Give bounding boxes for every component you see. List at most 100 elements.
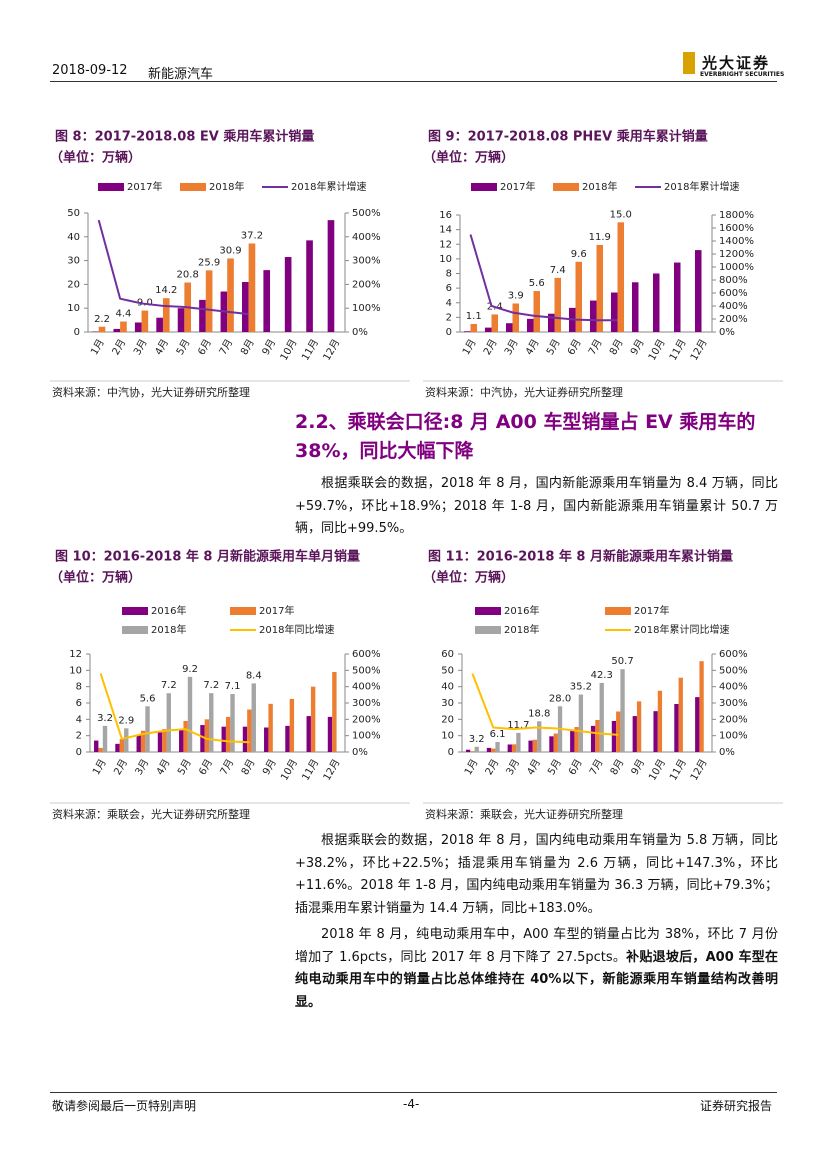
data-label: 15.0 [610, 209, 632, 220]
chart-subtitle: （单位：万辆） [50, 570, 141, 586]
x-tick-label: 5月 [175, 757, 194, 777]
legend-swatch [180, 183, 206, 191]
bar [575, 261, 583, 332]
y2-tick-label: 600% [719, 288, 748, 299]
data-label: 14.2 [155, 285, 177, 296]
y2-tick-label: 100% [352, 731, 381, 742]
line-series [471, 673, 619, 736]
data-label: 7.2 [203, 680, 219, 691]
y-tick-label: 0 [74, 327, 80, 338]
y-tick-label: 6 [446, 283, 452, 294]
bar [102, 725, 108, 752]
y-tick-label: 10 [441, 731, 454, 742]
footer-right: 证券研究报告 [700, 1099, 773, 1113]
x-tick-label: 5月 [545, 757, 564, 777]
chart-title: 图 9：2017-2018.08 PHEV 乘用车累计销量 [428, 129, 708, 145]
bar [636, 701, 642, 752]
bar [156, 317, 163, 332]
bar [611, 720, 617, 752]
data-label: 11.7 [507, 720, 529, 731]
x-tick-label: 5月 [174, 337, 193, 357]
footer-page: -4- [403, 1097, 420, 1111]
data-label: 25.9 [198, 257, 220, 268]
x-tick-label: 3月 [504, 757, 523, 777]
legend-swatch [98, 183, 124, 191]
x-tick-label: 4月 [153, 337, 172, 357]
y-tick-label: 10 [439, 254, 452, 265]
bar [589, 300, 597, 332]
x-tick-label: 10月 [646, 337, 668, 363]
y2-tick-label: 300% [719, 698, 748, 709]
bar [617, 222, 625, 332]
bar [113, 328, 121, 332]
legend-label: 2016年 [504, 604, 539, 617]
bar [620, 669, 625, 752]
paragraph-text: 2018 年 8 月，纯电动乘用车中，A00 车型的销量占比为 38%，环比 7… [295, 927, 778, 965]
y2-tick-label: 400% [352, 682, 381, 693]
x-tick-label: 7月 [218, 757, 237, 777]
data-label: 8.4 [246, 670, 262, 681]
bar [673, 262, 681, 332]
y-tick-label: 4 [446, 298, 452, 309]
y2-tick-label: 1400% [719, 236, 754, 247]
chart-title: 图 11：2016-2018 年 8 月新能源乘用车累计销量 [428, 549, 733, 565]
legend-label: 2017年 [259, 604, 294, 617]
y-tick-label: 2 [76, 731, 82, 742]
bar [631, 282, 639, 332]
y2-tick-label: 200% [352, 714, 381, 725]
bar [599, 682, 604, 752]
bar [327, 716, 333, 752]
y2-tick-label: 1000% [719, 262, 754, 273]
data-label: 3.2 [97, 713, 113, 724]
x-tick-label: 3月 [131, 337, 150, 357]
x-tick-label: 12月 [321, 337, 343, 363]
bar [145, 706, 150, 752]
data-label: 28.0 [549, 693, 571, 704]
y2-tick-label: 600% [719, 649, 748, 660]
bar [699, 661, 704, 752]
bar [678, 677, 683, 752]
paragraph-bold: 补贴退坡后，A00 车型在纯电动乘用车中的销量占比总体维持在 40%以下，新能源… [295, 949, 778, 1010]
y2-tick-label: 500% [719, 665, 748, 676]
legend-label: 2018年 [504, 623, 539, 636]
chart-source: 资料来源：中汽协，光大证券研究所整理 [425, 385, 623, 399]
bar [306, 240, 313, 332]
bar [306, 716, 311, 752]
bar [285, 725, 290, 752]
x-tick-label: 7月 [587, 757, 606, 777]
bar [590, 725, 596, 752]
data-label: 6.1 [490, 729, 506, 740]
bar [547, 313, 555, 332]
y2-tick-label: 100% [352, 303, 381, 314]
chart-subtitle: （单位：万辆） [50, 150, 141, 166]
chart-subtitle: （单位：万辆） [423, 150, 514, 166]
y-tick-label: 0 [448, 747, 454, 758]
legend-label: 2018年 [209, 180, 244, 193]
x-tick-label: 1月 [462, 757, 481, 777]
bar [491, 314, 499, 332]
footer-rule [50, 1092, 777, 1093]
bar [574, 727, 579, 752]
y-tick-label: 12 [69, 649, 82, 660]
section-heading: 2.2、乘联会口径:8 月 A00 车型销量占 EV 乘用车的 38%，同比大幅… [295, 411, 756, 462]
y-tick-label: 16 [439, 210, 452, 221]
x-tick-label: 2月 [483, 757, 502, 777]
x-tick-label: 12月 [688, 337, 710, 363]
bar [474, 746, 479, 752]
data-label: 1.1 [466, 311, 482, 322]
bar [653, 711, 658, 752]
chart-title: 图 10：2016-2018 年 8 月新能源乘用车单月销量 [55, 549, 360, 565]
bar [507, 744, 512, 752]
bar [199, 299, 206, 332]
y-tick-label: 40 [67, 232, 80, 243]
legend-label: 2018年累计增速 [291, 180, 366, 193]
bar [183, 720, 188, 752]
y2-tick-label: 1200% [719, 249, 754, 260]
bar [495, 742, 500, 752]
chart: 图 8：2017-2018.08 EV 乘用车累计销量 （单位：万辆） 资料来源：中… [50, 129, 410, 399]
chart: 图 10：2016-2018 年 8 月新能源乘用车单月销量 （单位：万辆） 资料来… [50, 549, 410, 821]
paragraph: 根据乘联会的数据，2018 年 8 月，国内新能源乘用车销量为 8.4 万辆，同… [295, 476, 778, 536]
bar [179, 729, 184, 752]
bar [694, 250, 702, 332]
data-label: 37.2 [241, 230, 263, 241]
